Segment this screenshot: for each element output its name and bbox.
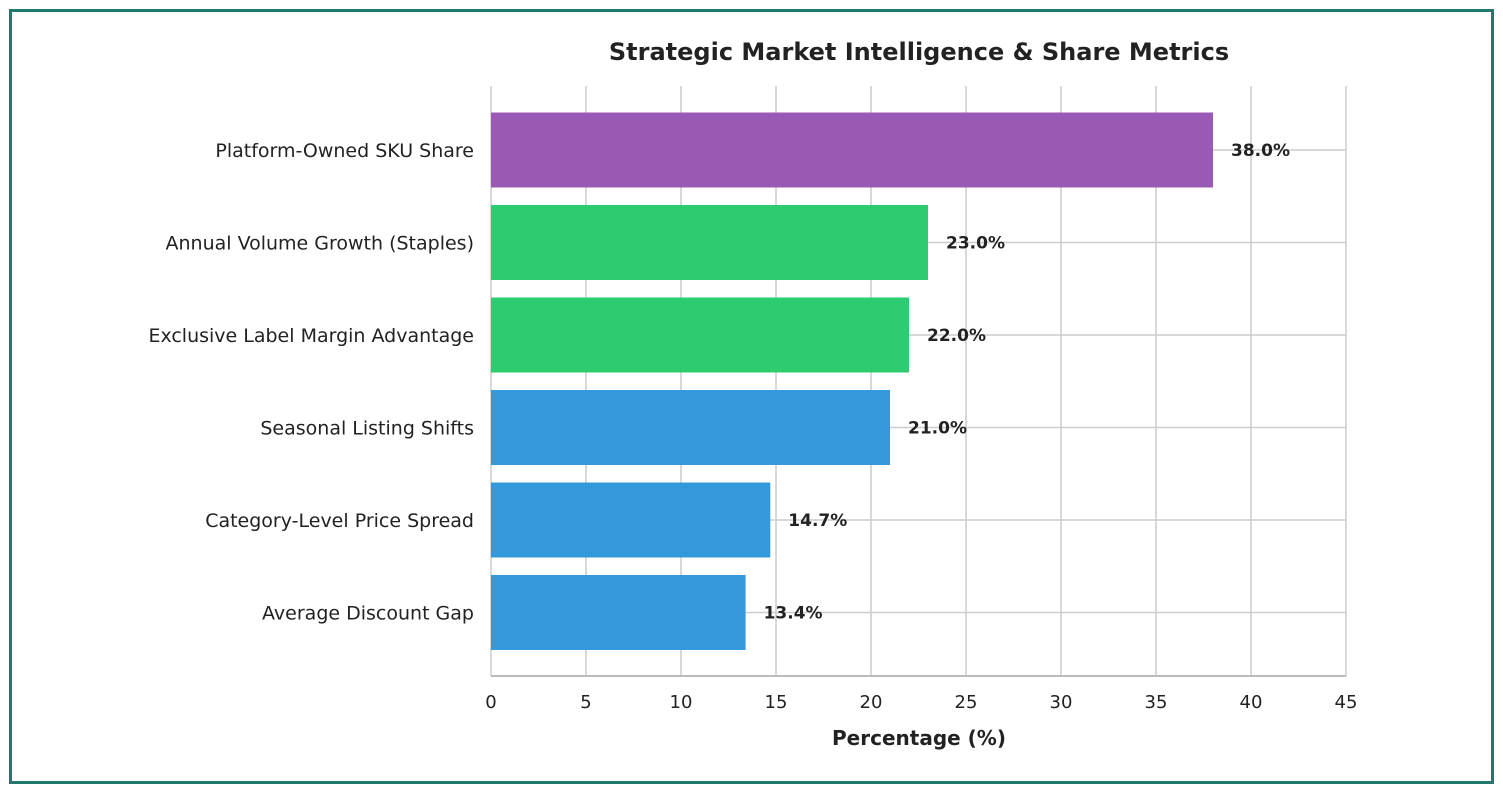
bar-4: [491, 482, 771, 558]
category-label-1: Annual Volume Growth (Staples): [165, 233, 474, 255]
bar-1: [491, 205, 928, 280]
x-tick-label-5: 25: [955, 692, 978, 713]
x-tick-label-9: 45: [1335, 692, 1358, 713]
x-tick-label-8: 40: [1240, 692, 1263, 713]
bar-5: [491, 575, 746, 650]
value-label-0: 38.0%: [1231, 141, 1290, 161]
x-tick-label-0: 0: [485, 692, 496, 713]
value-label-4: 14.7%: [788, 511, 847, 531]
value-label-5: 13.4%: [764, 604, 823, 624]
x-tick-labels: 0 5 10 15 20 25 30 35 40 45: [485, 692, 1357, 713]
bar-3: [491, 390, 890, 465]
category-label-5: Average Discount Gap: [262, 603, 474, 625]
x-tick-label-2: 10: [670, 692, 693, 713]
x-tick-label-4: 20: [860, 692, 883, 713]
category-label-2: Exclusive Label Margin Advantage: [148, 325, 474, 347]
x-axis-title: Percentage (%): [832, 726, 1006, 750]
category-label-4: Category-Level Price Spread: [205, 510, 474, 532]
bar-2: [491, 297, 909, 373]
x-tick-label-7: 35: [1145, 692, 1168, 713]
bars-group: [491, 112, 1213, 650]
x-tick-label-3: 15: [765, 692, 788, 713]
x-tick-label-6: 30: [1050, 692, 1073, 713]
value-labels: 38.0% 23.0% 22.0% 21.0% 14.7% 13.4%: [764, 141, 1290, 624]
category-labels: Platform-Owned SKU Share Annual Volume Gr…: [148, 140, 474, 625]
x-tick-label-1: 5: [580, 692, 591, 713]
chart-title: Strategic Market Intelligence & Share Me…: [609, 38, 1229, 66]
value-label-1: 23.0%: [946, 234, 1005, 254]
category-label-3: Seasonal Listing Shifts: [260, 418, 474, 440]
bar-0: [491, 112, 1213, 188]
category-label-0: Platform-Owned SKU Share: [215, 140, 474, 162]
value-label-2: 22.0%: [927, 326, 986, 346]
value-label-3: 21.0%: [908, 419, 967, 439]
